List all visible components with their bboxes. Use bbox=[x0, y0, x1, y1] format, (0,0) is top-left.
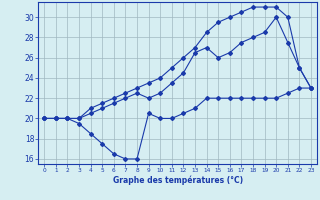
X-axis label: Graphe des températures (°C): Graphe des températures (°C) bbox=[113, 176, 243, 185]
